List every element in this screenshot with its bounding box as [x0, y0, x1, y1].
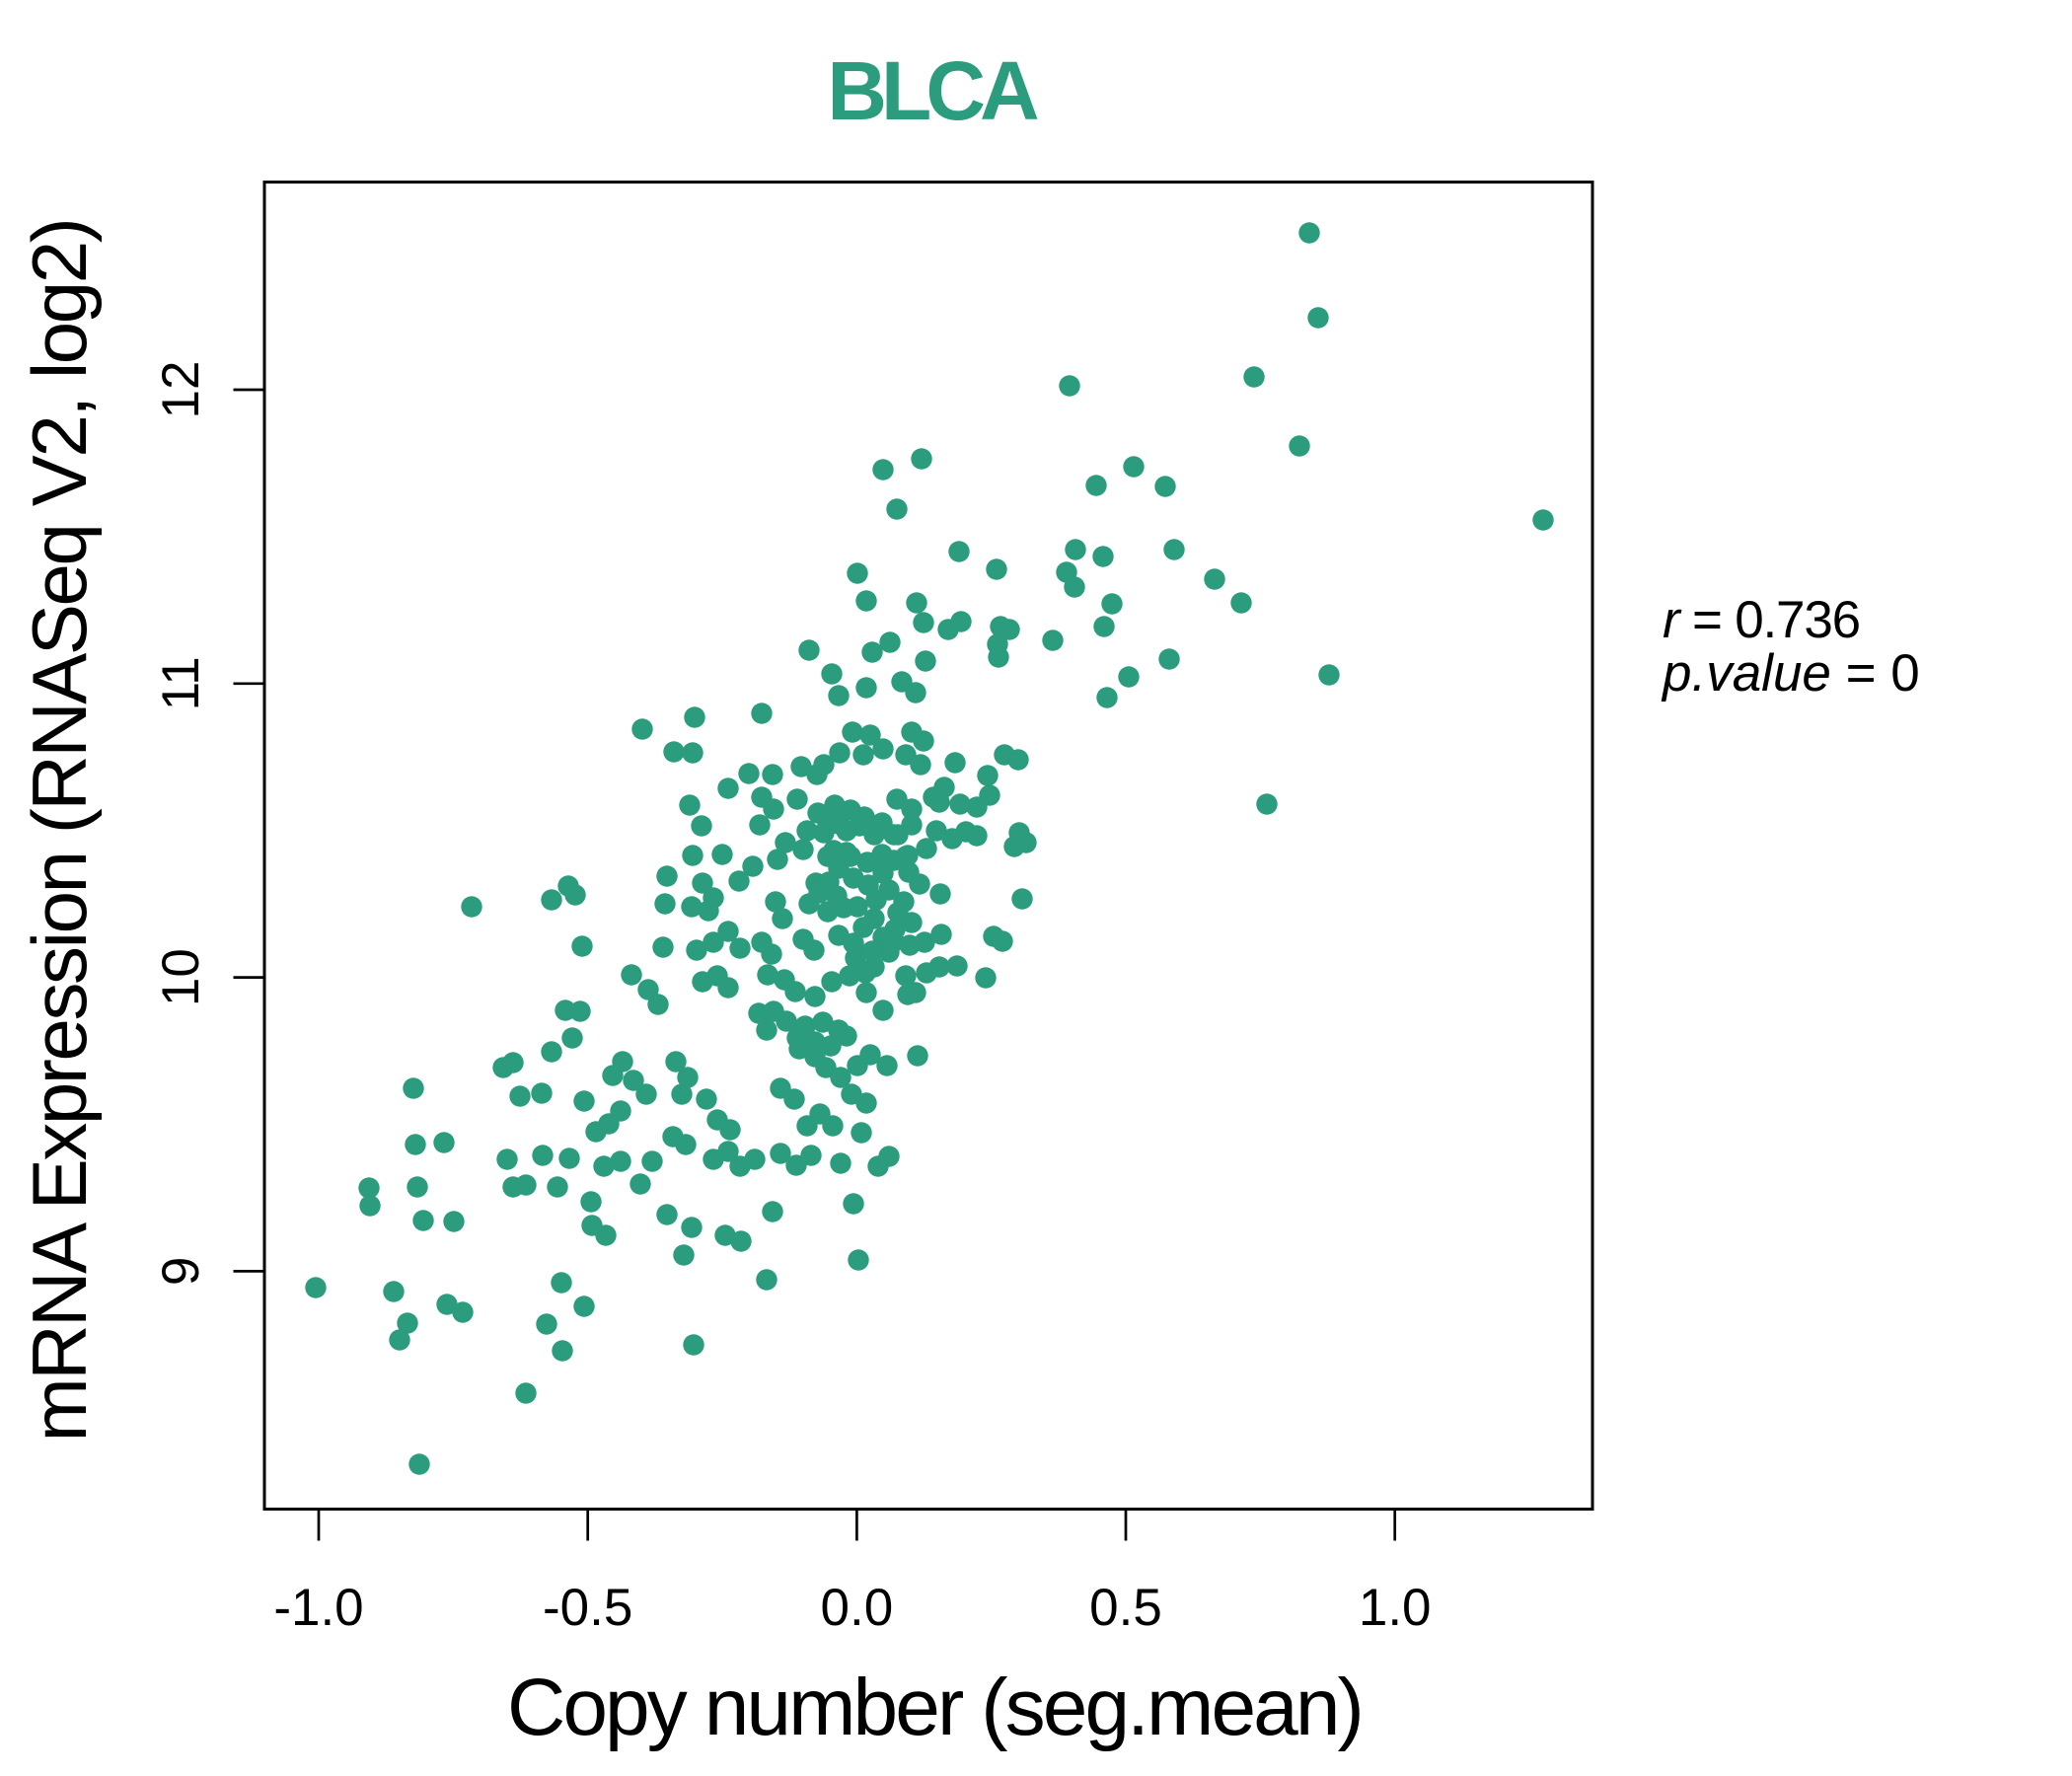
svg-text:1.0: 1.0	[1359, 1579, 1432, 1637]
svg-text:0.5: 0.5	[1089, 1579, 1162, 1637]
svg-text:10: 10	[152, 948, 210, 1006]
svg-text:0.0: 0.0	[821, 1579, 894, 1637]
svg-text:r = 0.736: r = 0.736	[1663, 591, 1860, 649]
svg-text:-1.0: -1.0	[273, 1579, 363, 1637]
svg-text:p.value = 0: p.value = 0	[1661, 644, 1920, 703]
svg-text:mRNA Expression (RNASeq V2, lo: mRNA Expression (RNASeq V2, log2)	[16, 220, 103, 1443]
svg-text:Copy number (seg.mean): Copy number (seg.mean)	[507, 1663, 1362, 1752]
svg-text:-0.5: -0.5	[543, 1579, 632, 1637]
svg-text:BLCA: BLCA	[827, 44, 1038, 137]
svg-text:9: 9	[152, 1257, 210, 1286]
svg-text:12: 12	[152, 361, 210, 419]
svg-text:11: 11	[152, 656, 210, 710]
